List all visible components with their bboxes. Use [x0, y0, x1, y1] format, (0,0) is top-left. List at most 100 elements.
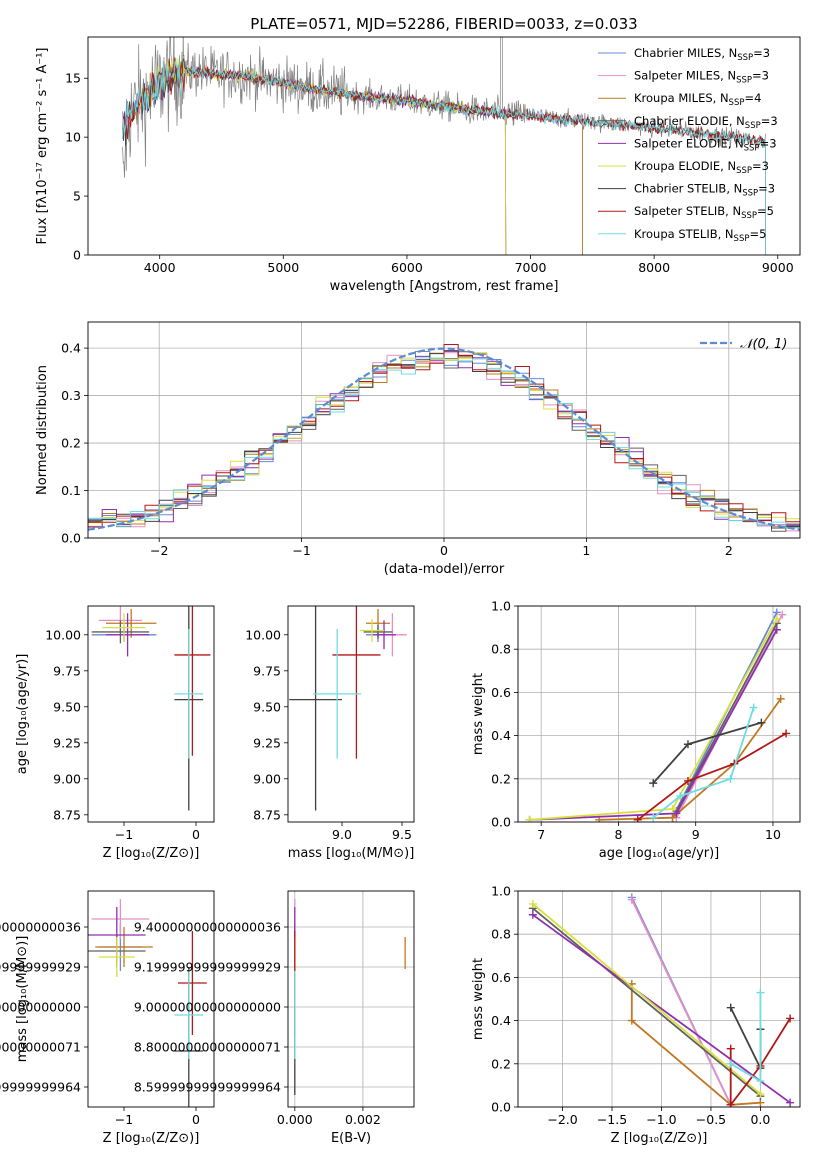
data-point-marker — [668, 813, 677, 822]
y-tick-label: 0.0 — [61, 531, 81, 546]
massweight_vs_age-plot-area — [525, 608, 791, 822]
errorbar-point — [91, 620, 150, 644]
y-tick-label: 9.25 — [253, 735, 281, 750]
legend-sub: SSP — [741, 211, 757, 221]
y-tick-label: 8.75 — [253, 807, 281, 822]
y-axis-label: mass weight — [471, 673, 486, 755]
y-tick-label: 15 — [65, 71, 81, 86]
y-tick-label: 0.6 — [491, 685, 511, 700]
mass_vs_z-panel: −1 0 8.59999999999999964 8.8000000000000007… — [0, 890, 215, 1146]
x-tick-label: 4000 — [144, 260, 176, 275]
data-point-marker — [726, 1100, 735, 1107]
y-tick-label: 0.4 — [491, 728, 511, 743]
axes-frame — [87, 605, 215, 823]
mass_vs_ebv-plot-area — [294, 899, 406, 1095]
y-tick-label: 0.2 — [491, 1056, 511, 1071]
errorbar-point — [95, 927, 153, 967]
legend-entry: 𝒩(0, 1) — [740, 337, 787, 352]
data-point-marker — [525, 815, 534, 822]
y-tick-label: 10.00 — [245, 627, 281, 642]
mass_vs_ebv-panel: 0.000 0.002 8.59999999999999964 8.800000000… — [134, 890, 415, 1146]
errorbar-point — [174, 629, 204, 759]
series-line — [652, 707, 755, 819]
legend-name: Chabrier STELIB, N — [634, 182, 742, 196]
series-line — [599, 698, 782, 821]
legend-entry: Kroupa STELIB, NSSP=5 — [634, 227, 766, 244]
y-tick-label: 0.0 — [491, 815, 511, 830]
legend-name: Kroupa STELIB, N — [634, 227, 734, 241]
y-tick-label: 8.59999999999999964 — [0, 1080, 81, 1095]
y-tick-label: 9.40000000000000036 — [134, 920, 281, 935]
massweight_vs_z-plot-area — [528, 893, 795, 1107]
errorbar-point — [372, 620, 396, 650]
observed-spectrum-line — [122, 37, 766, 178]
x-axis-label: Z [log₁₀(Z/Z⊙)] — [611, 1131, 708, 1146]
axes-frame — [517, 890, 801, 1108]
errorbar-point — [289, 606, 342, 811]
series-line — [637, 732, 787, 821]
x-tick-label: 9.0 — [332, 827, 352, 842]
series-line — [675, 622, 778, 812]
y-tick-label: 9.75 — [53, 663, 81, 678]
data-point-marker — [778, 610, 787, 619]
y-tick-label: 0.1 — [61, 483, 81, 498]
x-tick-label: 7 — [537, 827, 545, 842]
x-tick-label: 0 — [440, 543, 448, 558]
legend-entry: Chabrier ELODIE, NSSP=3 — [634, 114, 778, 131]
data-point-marker — [683, 776, 692, 785]
x-tick-label: 9000 — [762, 260, 794, 275]
x-tick-label: 0.002 — [345, 1112, 381, 1127]
legend-sub: SSP — [729, 98, 745, 108]
series-line — [729, 1017, 791, 1107]
data-point-marker — [726, 774, 735, 783]
data-point-marker — [649, 779, 658, 788]
model-spectrum-line — [146, 56, 507, 255]
x-tick-label: −1 — [292, 543, 310, 558]
y-tick-label: 8.80000000000000071 — [0, 1040, 81, 1055]
data-point-marker — [649, 813, 658, 822]
axes-frame — [87, 36, 801, 256]
y-tick-label: 9.19999999999999929 — [134, 960, 281, 975]
legend-entry: Chabrier STELIB, NSSP=3 — [634, 182, 775, 199]
errorbar-point — [98, 937, 135, 977]
x-tick-label: 1 — [582, 543, 590, 558]
y-tick-label: 9.00000000000000000 — [134, 1000, 281, 1015]
data-point-marker — [772, 625, 781, 634]
legend-name: Salpeter MILES, N — [634, 69, 736, 83]
y-axis-label: Normed distribution — [35, 365, 50, 495]
data-point-marker — [786, 1098, 795, 1107]
errorbar-point — [363, 624, 393, 640]
legend-sub: SSP — [744, 143, 760, 153]
y-tick-label: 0.2 — [491, 771, 511, 786]
age_vs_z-plot-area — [91, 606, 211, 811]
x-tick-label: 2 — [725, 543, 733, 558]
data-point-marker — [786, 1014, 795, 1023]
x-axis-label: (data-model)/error — [384, 562, 505, 577]
data-point-marker — [672, 809, 681, 818]
legend-name: Salpeter ELODIE, N — [634, 136, 744, 150]
data-point-marker — [668, 805, 677, 814]
data-point-marker — [676, 792, 685, 801]
y-tick-label: 0.2 — [61, 436, 81, 451]
x-tick-label: −0.5 — [696, 1112, 726, 1127]
x-axis-label: wavelength [Angstrom, rest frame] — [330, 279, 559, 294]
y-tick-label: 0.6 — [491, 970, 511, 985]
x-tick-label: 6000 — [391, 260, 423, 275]
legend-suffix: =5 — [757, 204, 774, 218]
y-tick-label: 0 — [73, 248, 81, 263]
y-tick-label: 0.8 — [491, 927, 511, 942]
x-axis-label: age [log₁₀(age/yr)] — [599, 846, 720, 861]
legend-suffix: =3 — [753, 46, 770, 60]
y-tick-label: 0.8 — [491, 642, 511, 657]
legend-suffix: =3 — [752, 159, 769, 173]
x-tick-label: 0 — [192, 827, 200, 842]
y-axis-label: Flux [fλ10⁻¹⁷ erg cm⁻² s⁻¹ A⁻¹] — [35, 48, 50, 245]
data-point-marker — [633, 815, 642, 822]
spectrum-plot-area — [122, 37, 766, 255]
y-tick-label: 9.00 — [253, 771, 281, 786]
age_vs_mass-plot-area — [289, 606, 407, 811]
y-tick-label: 0.3 — [61, 388, 81, 403]
axes-frame — [287, 890, 415, 1108]
y-tick-label: 1.0 — [491, 599, 511, 614]
